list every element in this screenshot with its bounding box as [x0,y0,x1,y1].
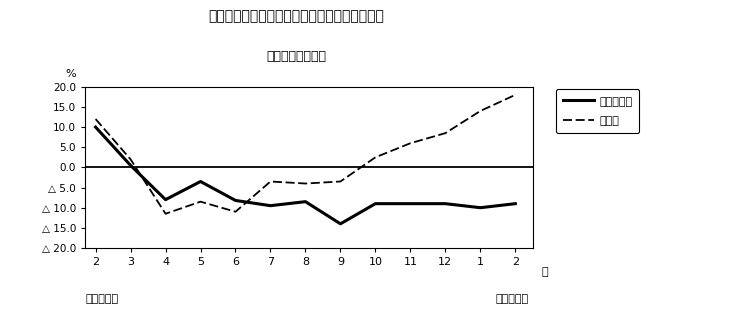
Text: 月: 月 [542,267,548,277]
Text: %: % [66,69,76,79]
Text: 平成２４年: 平成２４年 [496,294,529,304]
Text: （規樯５人以上）: （規樯５人以上） [266,50,326,63]
Text: 平成２３年: 平成２３年 [85,294,118,304]
Legend: 調査産業計, 製造業: 調査産業計, 製造業 [556,89,639,133]
Text: 第２図　所定外労働時間　対前年同月比の推移: 第２図 所定外労働時間 対前年同月比の推移 [208,9,384,23]
